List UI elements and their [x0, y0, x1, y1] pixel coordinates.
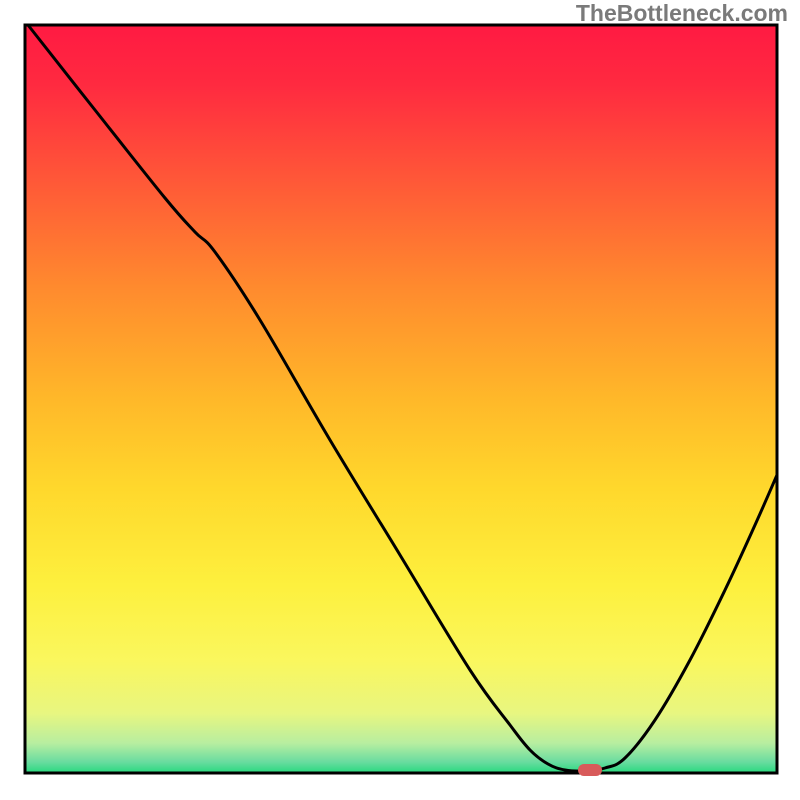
plot-background	[25, 25, 777, 773]
chart-container: TheBottleneck.com	[0, 0, 800, 800]
watermark-text: TheBottleneck.com	[576, 0, 788, 27]
bottleneck-chart	[0, 0, 800, 800]
optimal-marker	[578, 764, 602, 776]
